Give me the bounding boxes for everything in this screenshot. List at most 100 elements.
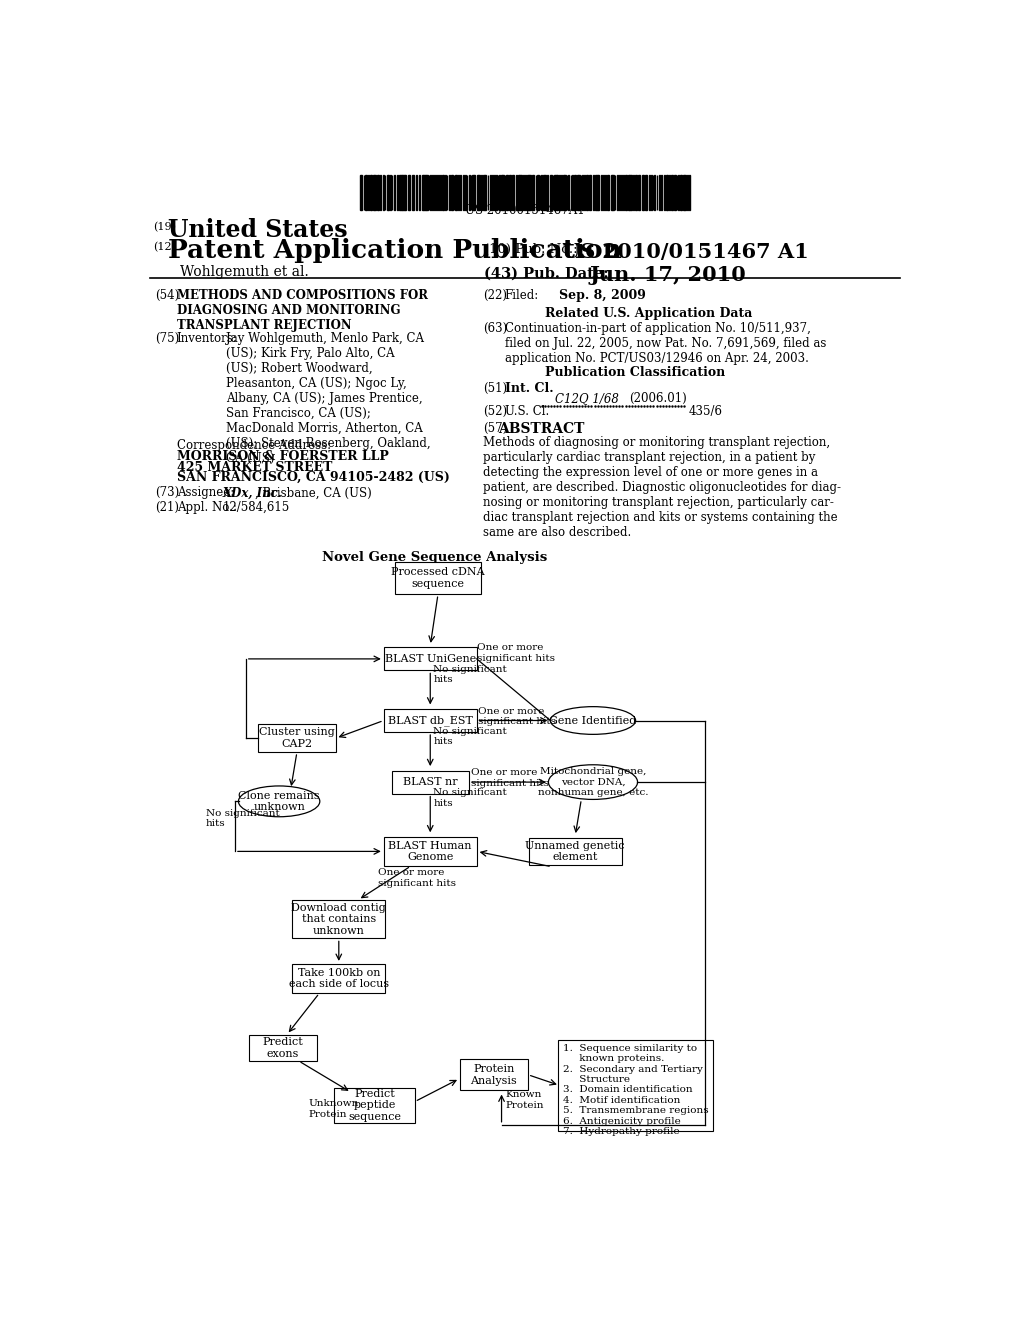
Bar — [292, 900, 385, 939]
Bar — [509, 174, 511, 210]
Bar — [550, 174, 552, 210]
Bar — [584, 174, 586, 210]
Text: U.S. Cl.: U.S. Cl. — [505, 405, 549, 418]
Text: (75): (75) — [155, 331, 179, 345]
Text: Known
Protein: Known Protein — [506, 1090, 544, 1110]
Bar — [589, 174, 592, 210]
Bar — [529, 174, 531, 210]
Text: (22): (22) — [483, 289, 507, 302]
Text: Continuation-in-part of application No. 10/511,937,
filed on Jul. 22, 2005, now : Continuation-in-part of application No. … — [505, 322, 826, 364]
Bar — [442, 174, 444, 210]
Text: (21): (21) — [155, 502, 179, 513]
Text: 12/584,615: 12/584,615 — [222, 502, 290, 513]
Text: Publication Classification: Publication Classification — [545, 367, 725, 379]
Bar — [527, 174, 528, 210]
Text: Jun. 17, 2010: Jun. 17, 2010 — [590, 264, 746, 285]
Bar — [480, 174, 482, 210]
Bar — [391, 771, 469, 793]
Bar — [384, 709, 477, 733]
Text: No significant
hits: No significant hits — [433, 788, 507, 808]
Text: (73): (73) — [155, 487, 179, 499]
Text: Wohlgemuth et al.: Wohlgemuth et al. — [180, 264, 308, 279]
Text: BLAST db_EST: BLAST db_EST — [388, 715, 473, 726]
Text: , Brisbane, CA (US): , Brisbane, CA (US) — [255, 487, 372, 499]
Bar — [531, 174, 535, 210]
Bar — [625, 174, 627, 210]
Bar — [559, 174, 560, 210]
Bar — [554, 174, 557, 210]
Text: (19): (19) — [154, 222, 176, 232]
Bar — [366, 174, 368, 210]
Text: Patent Application Publication: Patent Application Publication — [168, 239, 622, 264]
Bar — [292, 964, 385, 993]
Text: Inventors:: Inventors: — [177, 331, 238, 345]
Bar — [402, 174, 404, 210]
Bar — [452, 174, 453, 210]
Bar — [658, 174, 660, 210]
Bar — [384, 647, 477, 671]
Text: Processed cDNA
sequence: Processed cDNA sequence — [391, 568, 484, 589]
Bar — [612, 174, 614, 210]
Text: (63): (63) — [483, 322, 507, 335]
Text: Assignee:: Assignee: — [177, 487, 234, 499]
Text: Download contig
that contains
unknown: Download contig that contains unknown — [292, 903, 386, 936]
Bar — [630, 174, 632, 210]
Text: One or more
significant hits: One or more significant hits — [378, 869, 456, 888]
Text: United States: United States — [168, 218, 348, 243]
Text: Protein
Analysis: Protein Analysis — [470, 1064, 517, 1085]
Bar — [384, 837, 477, 866]
Bar — [595, 174, 598, 210]
Bar — [356, 173, 693, 213]
Bar — [664, 174, 665, 210]
Bar — [604, 174, 606, 210]
Bar — [512, 174, 514, 210]
Text: Filed:: Filed: — [505, 289, 539, 302]
Bar — [380, 174, 381, 210]
Ellipse shape — [239, 785, 319, 817]
Bar — [394, 174, 395, 210]
Bar — [638, 174, 640, 210]
Text: METHODS AND COMPOSITIONS FOR
DIAGNOSING AND MONITORING
TRANSPLANT REJECTION: METHODS AND COMPOSITIONS FOR DIAGNOSING … — [177, 289, 428, 333]
Text: (12): (12) — [154, 242, 176, 252]
Bar — [412, 174, 414, 210]
Bar — [538, 174, 539, 210]
Text: Related U.S. Application Data: Related U.S. Application Data — [545, 308, 753, 319]
Text: No significant
hits: No significant hits — [206, 809, 280, 829]
Text: Correspondence Address:: Correspondence Address: — [177, 440, 331, 453]
Bar — [426, 174, 428, 210]
Text: Cluster using
CAP2: Cluster using CAP2 — [259, 727, 335, 748]
Text: Appl. No.:: Appl. No.: — [177, 502, 237, 513]
Text: US 20100151467A1: US 20100151467A1 — [465, 203, 585, 216]
Bar — [419, 174, 420, 210]
Text: Novel Gene Sequence Analysis: Novel Gene Sequence Analysis — [322, 552, 547, 564]
Bar — [416, 174, 417, 210]
Text: No significant
hits: No significant hits — [433, 665, 507, 685]
Bar — [607, 174, 609, 210]
Text: Mitochondrial gene,
vector DNA,
nonhuman gene, etc.: Mitochondrial gene, vector DNA, nonhuman… — [538, 767, 648, 797]
Bar — [579, 174, 580, 210]
Text: (2006.01): (2006.01) — [629, 392, 686, 405]
Text: 1.  Sequence similarity to
     known proteins.
2.  Secondary and Tertiary
     : 1. Sequence similarity to known proteins… — [563, 1044, 709, 1137]
Bar — [515, 174, 517, 210]
Bar — [684, 174, 686, 210]
Bar — [439, 174, 441, 210]
Bar — [506, 174, 508, 210]
Bar — [423, 174, 426, 210]
Text: BLAST Human
Genome: BLAST Human Genome — [388, 841, 472, 862]
Text: Predict
exons: Predict exons — [262, 1038, 303, 1059]
Text: ABSTRACT: ABSTRACT — [498, 422, 585, 436]
Text: (51): (51) — [483, 381, 507, 395]
Text: One or more
significant hits: One or more significant hits — [477, 644, 555, 663]
Ellipse shape — [549, 764, 638, 800]
Bar — [586, 174, 589, 210]
Bar — [460, 1059, 528, 1090]
Bar — [395, 562, 480, 594]
Bar — [558, 1040, 713, 1131]
Bar — [449, 174, 451, 210]
Text: One or more
significant hits: One or more significant hits — [478, 706, 556, 726]
Text: No significant
hits: No significant hits — [433, 726, 507, 746]
Text: Clone remains
unknown: Clone remains unknown — [239, 791, 319, 812]
Bar — [375, 174, 376, 210]
Text: Sep. 8, 2009: Sep. 8, 2009 — [559, 289, 646, 302]
Bar — [460, 174, 461, 210]
